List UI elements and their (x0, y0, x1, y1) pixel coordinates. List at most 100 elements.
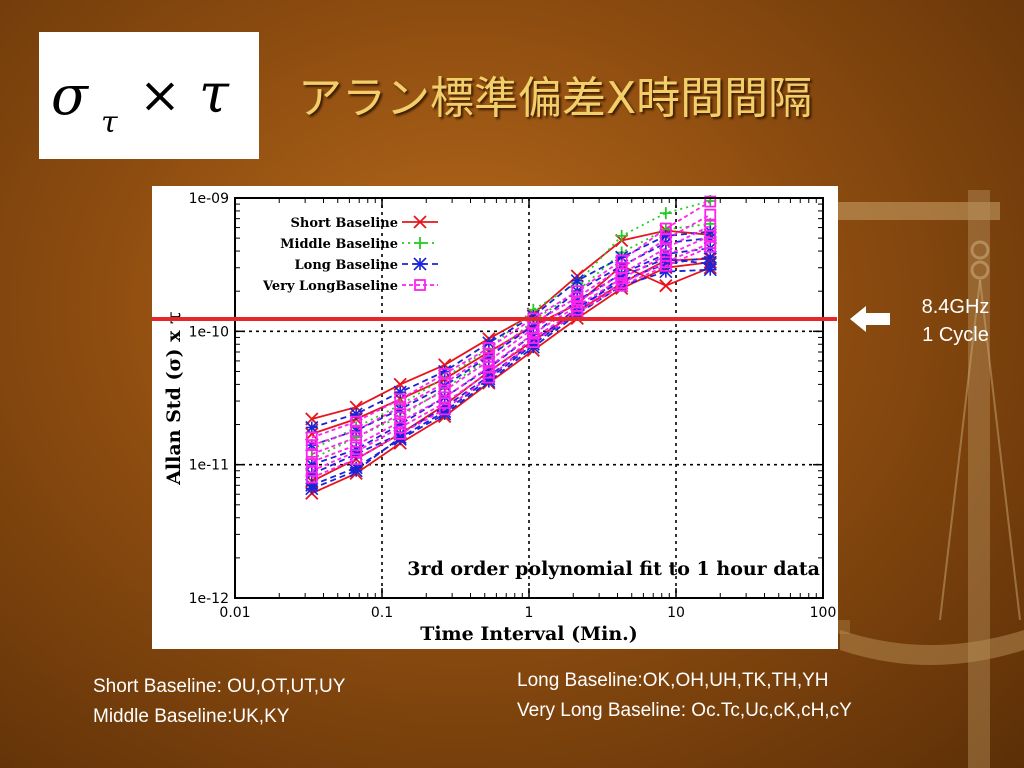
data-point (482, 348, 495, 361)
x-tick-label: 0.01 (219, 605, 250, 621)
legend-entry-marker (413, 257, 427, 271)
data-point (704, 229, 717, 242)
data-point (704, 240, 717, 253)
data-point (438, 403, 451, 416)
x-axis-label: Time Interval (Min.) (420, 623, 638, 645)
data-point (570, 274, 584, 288)
data-point (438, 377, 451, 389)
y-tick-label: 1e-09 (189, 191, 229, 207)
data-point (659, 207, 672, 220)
reference-line-8.4ghz (152, 317, 837, 321)
baseline-notes-right: Long Baseline:OK,OH,UH,TK,TH,YH Very Lon… (517, 666, 852, 726)
legend-entry-marker (414, 237, 426, 249)
legend-entry-marker (413, 215, 427, 229)
chart-panel: 0.01 0.1 1 10 100 1e-12 1e-11 1e-10 1e-09 Short … (152, 186, 838, 649)
note-short-baseline: Short Baseline: OU,OT,UT,UY (93, 676, 346, 697)
data-point (305, 464, 318, 477)
y-tick-label: 1e-11 (189, 458, 229, 474)
data-point (350, 415, 363, 428)
data-point (615, 254, 628, 267)
formula-sigma: σ (51, 64, 90, 127)
data-point (703, 250, 717, 264)
formula-tau: τ (199, 62, 230, 125)
note-very-long-baseline: Very Long Baseline: Oc.Tc,Uc,cK,cH,cY (517, 700, 852, 721)
data-point (659, 233, 672, 246)
y-tick-label: 1e-12 (189, 591, 229, 607)
data-point (438, 384, 451, 397)
data-point (394, 421, 407, 434)
series-very-longbaseline (305, 195, 717, 484)
data-point (350, 453, 363, 466)
series-line (311, 237, 711, 447)
data-point (659, 279, 673, 293)
legend-entry-label: Middle Baseline (280, 237, 398, 252)
data-point (438, 397, 451, 409)
data-point (305, 427, 319, 441)
formula-times: × (139, 66, 181, 124)
data-point (659, 242, 672, 255)
reference-cycle: 1 Cycle (922, 324, 989, 346)
legend-entry-marker (414, 279, 426, 291)
data-point (350, 424, 363, 437)
data-point (571, 285, 584, 298)
series-line (311, 229, 711, 420)
data-point (305, 448, 318, 461)
data-point (482, 355, 495, 367)
chart-annotation: 3rd order polynomial fit to 1 hour data (407, 558, 820, 580)
series-line (311, 247, 711, 466)
left-arrow-icon (850, 306, 890, 332)
data-point (305, 471, 318, 484)
data-point (305, 455, 318, 468)
series-line (311, 213, 711, 447)
series-line (311, 224, 711, 455)
legend: Short Baseline Middle Baseline Long Baseli… (262, 215, 438, 294)
formula-subscript: τ (101, 105, 118, 140)
data-point (350, 445, 363, 458)
x-tick-label: 10 (667, 605, 685, 621)
y-axis-label: Allan Std (σ) x τ (163, 311, 185, 486)
data-point (305, 439, 318, 452)
data-point (482, 342, 495, 354)
series-layer (305, 194, 717, 500)
slide-title: アラン標準偏差X時間間隔 (298, 73, 813, 124)
data-point (350, 439, 363, 452)
data-point (305, 420, 319, 435)
note-long-baseline: Long Baseline:OK,OH,UH,TK,TH,YH (517, 670, 829, 691)
legend-entry-label: Short Baseline (291, 216, 399, 231)
series-line (311, 230, 711, 429)
data-point (349, 407, 363, 421)
data-point (482, 371, 495, 384)
y-tick-label: 1e-10 (189, 324, 229, 340)
baseline-notes-left: Short Baseline: OU,OT,UT,UY Middle Basel… (93, 672, 345, 732)
series-line (311, 246, 711, 479)
data-point (659, 259, 672, 272)
series-line (311, 200, 711, 439)
data-point (305, 482, 319, 496)
data-point (703, 257, 717, 271)
note-middle-baseline: Middle Baseline:UK,KY (93, 706, 290, 727)
data-point (305, 431, 318, 444)
legend-entry-label: Very LongBaseline (262, 279, 398, 294)
series-line (311, 235, 711, 463)
legend-entry-label: Long Baseline (295, 258, 398, 273)
data-point (527, 336, 540, 349)
x-tick-label: 100 (810, 605, 837, 621)
tick-layer: 0.01 0.1 1 10 100 1e-12 1e-11 1e-10 1e-09 (189, 191, 837, 621)
data-point (394, 401, 407, 414)
series-line (311, 268, 711, 487)
data-point (349, 464, 363, 478)
reference-frequency: 8.4GHz (921, 296, 990, 318)
x-tick-label: 0.1 (371, 605, 393, 621)
data-point (394, 428, 407, 440)
allan-deviation-chart: 0.01 0.1 1 10 100 1e-12 1e-11 1e-10 1e-09 Short … (163, 191, 837, 645)
series-line (311, 222, 711, 460)
formula-box: σ τ × τ (39, 32, 259, 159)
data-point (394, 393, 407, 406)
data-point (704, 195, 717, 208)
data-point (350, 431, 363, 444)
series-line (311, 242, 711, 472)
data-point (704, 208, 717, 221)
formula-graphic: σ τ × τ (51, 62, 230, 140)
data-point (615, 229, 628, 242)
x-tick-label: 1 (525, 605, 534, 621)
